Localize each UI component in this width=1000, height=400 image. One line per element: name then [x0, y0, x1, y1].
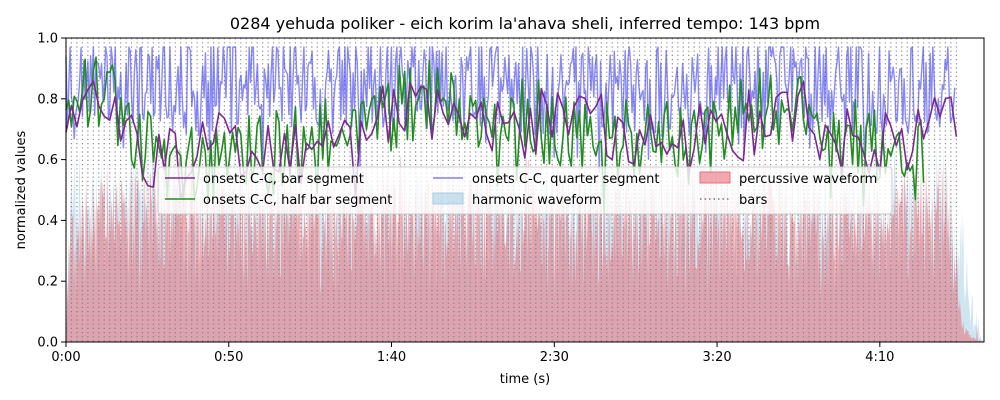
- x-tick-label: 1:40: [377, 350, 406, 365]
- legend-label-half-bar-segment: onsets C-C, half bar segment: [203, 193, 392, 208]
- x-tick-label: 2:30: [540, 350, 569, 365]
- chart-title: 0284 yehuda poliker - eich korim la'ahav…: [230, 14, 820, 33]
- x-tick-label: 3:20: [702, 350, 731, 365]
- legend-swatch-percussive: [699, 171, 731, 184]
- legend-label-bar-segment: onsets C-C, bar segment: [203, 172, 364, 187]
- y-tick-label: 1.0: [37, 32, 58, 47]
- y-axis-label: normalized values: [14, 130, 29, 249]
- legend-label-percussive: percussive waveform: [739, 172, 877, 187]
- y-tick-label: 0.2: [37, 275, 58, 290]
- y-tick-label: 0.8: [37, 92, 58, 107]
- plot-frame: [65, 37, 985, 343]
- y-axis: 0.0 0.2 0.4 0.6 0.8 1.0: [37, 32, 66, 351]
- legend-label-harmonic: harmonic waveform: [472, 193, 602, 208]
- legend-swatch-harmonic: [432, 192, 464, 205]
- x-tick-label: 0:50: [214, 350, 243, 365]
- legend-label-quarter-segment: onsets C-C, quarter segment: [472, 172, 659, 187]
- legend: onsets C-C, bar segment onsets C-C, half…: [157, 166, 893, 215]
- y-tick-label: 0.0: [37, 336, 58, 351]
- bar-segment-line: [65, 80, 958, 200]
- y-tick-label: 0.4: [37, 214, 58, 229]
- x-tick-label: 0:00: [51, 350, 80, 365]
- x-tick-label: 4:10: [865, 350, 894, 365]
- x-axis: 0:00 0:50 1:40 2:30 3:20 4:10: [51, 342, 894, 365]
- y-tick-label: 0.6: [37, 153, 58, 168]
- x-axis-label: time (s): [500, 372, 550, 387]
- legend-label-bars: bars: [739, 193, 768, 208]
